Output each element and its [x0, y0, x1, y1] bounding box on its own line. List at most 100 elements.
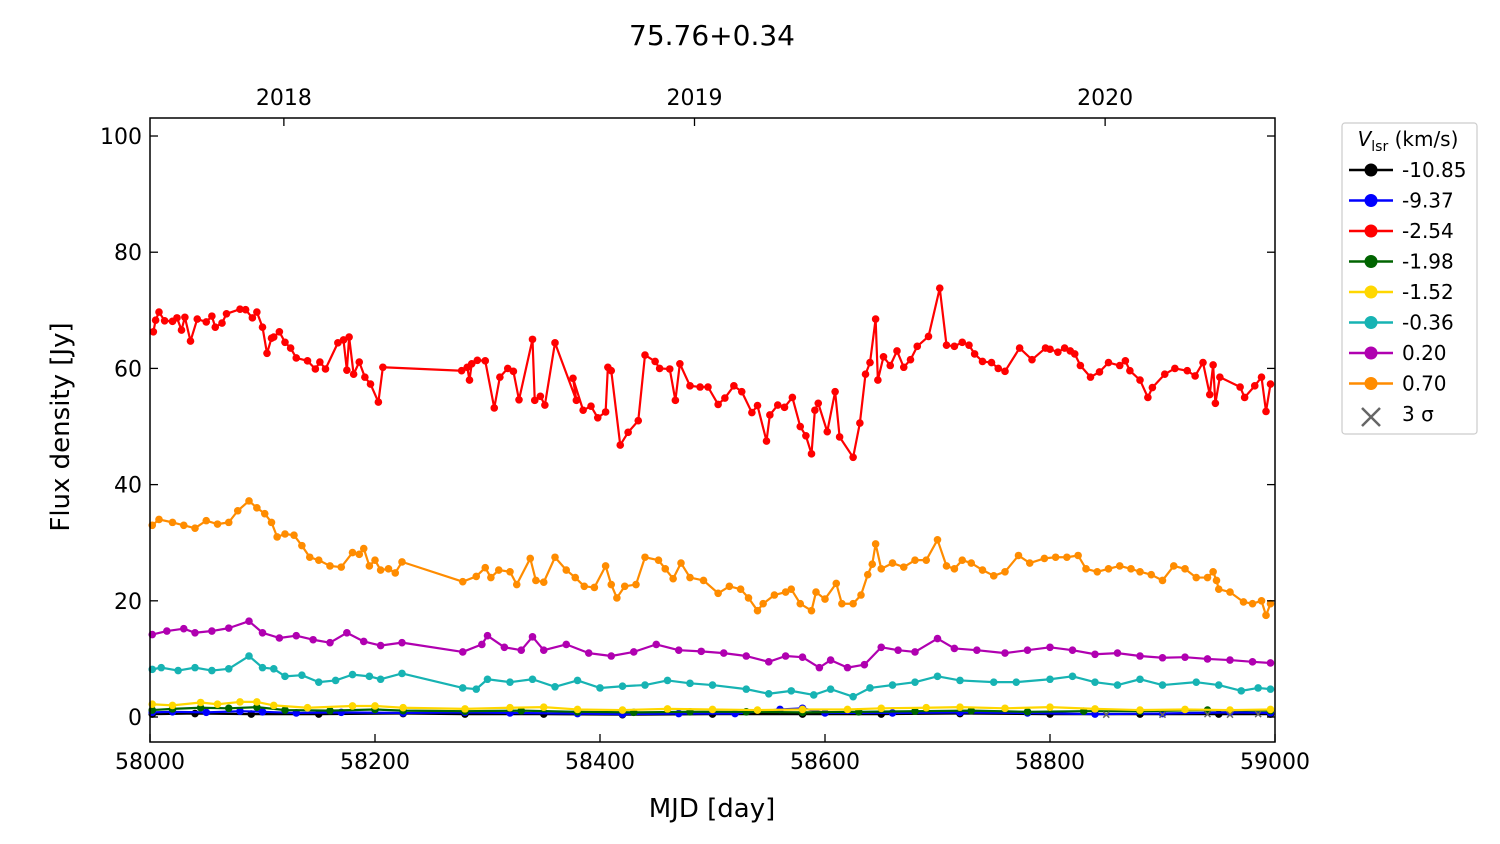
data-point — [978, 566, 987, 574]
data-point — [1126, 366, 1134, 375]
data-point — [584, 649, 593, 657]
data-point — [888, 559, 897, 567]
data-point — [965, 341, 973, 349]
data-point — [911, 648, 919, 656]
legend-marker — [1364, 377, 1378, 390]
data-point — [213, 700, 222, 709]
data-point — [572, 396, 581, 405]
data-point — [1136, 706, 1144, 714]
x-tick-label: 58400 — [565, 750, 635, 775]
data-point — [579, 406, 587, 415]
data-point — [481, 357, 490, 365]
legend-label: -9.37 — [1402, 189, 1454, 213]
legend-item: 0.70 — [1349, 372, 1447, 396]
data-point — [379, 363, 387, 372]
data-point — [868, 560, 877, 569]
data-point — [260, 509, 269, 518]
data-point — [573, 705, 582, 714]
series-line — [152, 706, 1271, 714]
data-point — [398, 638, 406, 647]
data-point — [764, 658, 773, 666]
data-point — [1104, 358, 1113, 367]
legend-title: Vlsr (km/s) — [1358, 127, 1459, 155]
data-point — [669, 574, 677, 583]
data-point — [973, 646, 981, 655]
data-point — [269, 333, 278, 341]
data-point — [663, 705, 672, 713]
data-point — [472, 685, 481, 693]
data-point — [1093, 567, 1102, 576]
data-point — [1214, 585, 1223, 593]
data-point — [532, 576, 540, 585]
data-point — [654, 556, 663, 564]
data-point — [676, 359, 684, 368]
data-point — [258, 707, 267, 716]
data-point — [956, 676, 964, 685]
data-point — [461, 705, 469, 713]
data-point — [1082, 565, 1090, 573]
data-point — [1070, 350, 1079, 358]
data-point — [281, 706, 289, 714]
data-point — [303, 357, 312, 365]
data-point — [832, 579, 841, 588]
data-point — [1136, 376, 1144, 384]
data-point — [245, 497, 253, 505]
data-point — [753, 401, 762, 410]
data-point — [704, 383, 712, 391]
data-point — [811, 406, 819, 415]
data-point — [744, 594, 753, 602]
data-point — [1040, 554, 1049, 563]
data-point — [942, 562, 951, 570]
data-point — [1169, 562, 1178, 570]
data-point — [481, 563, 490, 572]
legend-marker — [1364, 194, 1378, 207]
data-point — [179, 521, 188, 530]
legend-label-3sigma: 3 σ — [1402, 402, 1434, 426]
data-point — [472, 572, 481, 581]
legend-item: -9.37 — [1349, 189, 1454, 213]
data-point — [321, 365, 330, 373]
data-point — [663, 676, 672, 685]
data-point — [359, 544, 368, 553]
data-point — [857, 591, 865, 599]
data-point — [245, 617, 253, 625]
y-tick-label: 100 — [100, 125, 142, 150]
data-point — [263, 349, 271, 358]
legend-item: -0.36 — [1349, 311, 1454, 335]
data-point — [179, 624, 188, 633]
data-point — [269, 664, 278, 673]
data-point — [1063, 553, 1071, 562]
data-point — [742, 652, 751, 660]
data-point — [1015, 344, 1024, 352]
data-point — [177, 326, 186, 334]
data-point — [236, 707, 244, 716]
plot-frame — [149, 117, 1276, 743]
legend-item: 0.20 — [1349, 341, 1447, 365]
data-point — [258, 628, 267, 637]
data-point — [326, 706, 334, 715]
data-point — [1086, 373, 1095, 381]
legend-item: -2.54 — [1349, 219, 1454, 243]
data-point — [1171, 364, 1179, 373]
data-point — [1209, 567, 1217, 576]
data-point — [893, 347, 901, 355]
data-point — [787, 585, 796, 593]
x-tick-label: 58200 — [340, 750, 410, 775]
data-point — [641, 351, 649, 359]
data-point — [258, 323, 267, 331]
data-point — [224, 704, 233, 713]
data-point — [224, 624, 233, 632]
data-point — [155, 308, 163, 316]
data-point — [737, 387, 746, 396]
sigma-marker — [1158, 711, 1167, 719]
data-point — [843, 663, 852, 672]
data-point — [253, 703, 261, 711]
data-point — [815, 663, 824, 672]
data-point — [762, 437, 771, 445]
data-point — [245, 652, 253, 660]
data-point — [967, 559, 976, 567]
series--1.52 — [148, 698, 1275, 714]
data-point — [730, 382, 738, 390]
sigma-marker — [1254, 710, 1262, 718]
data-point — [629, 648, 638, 656]
